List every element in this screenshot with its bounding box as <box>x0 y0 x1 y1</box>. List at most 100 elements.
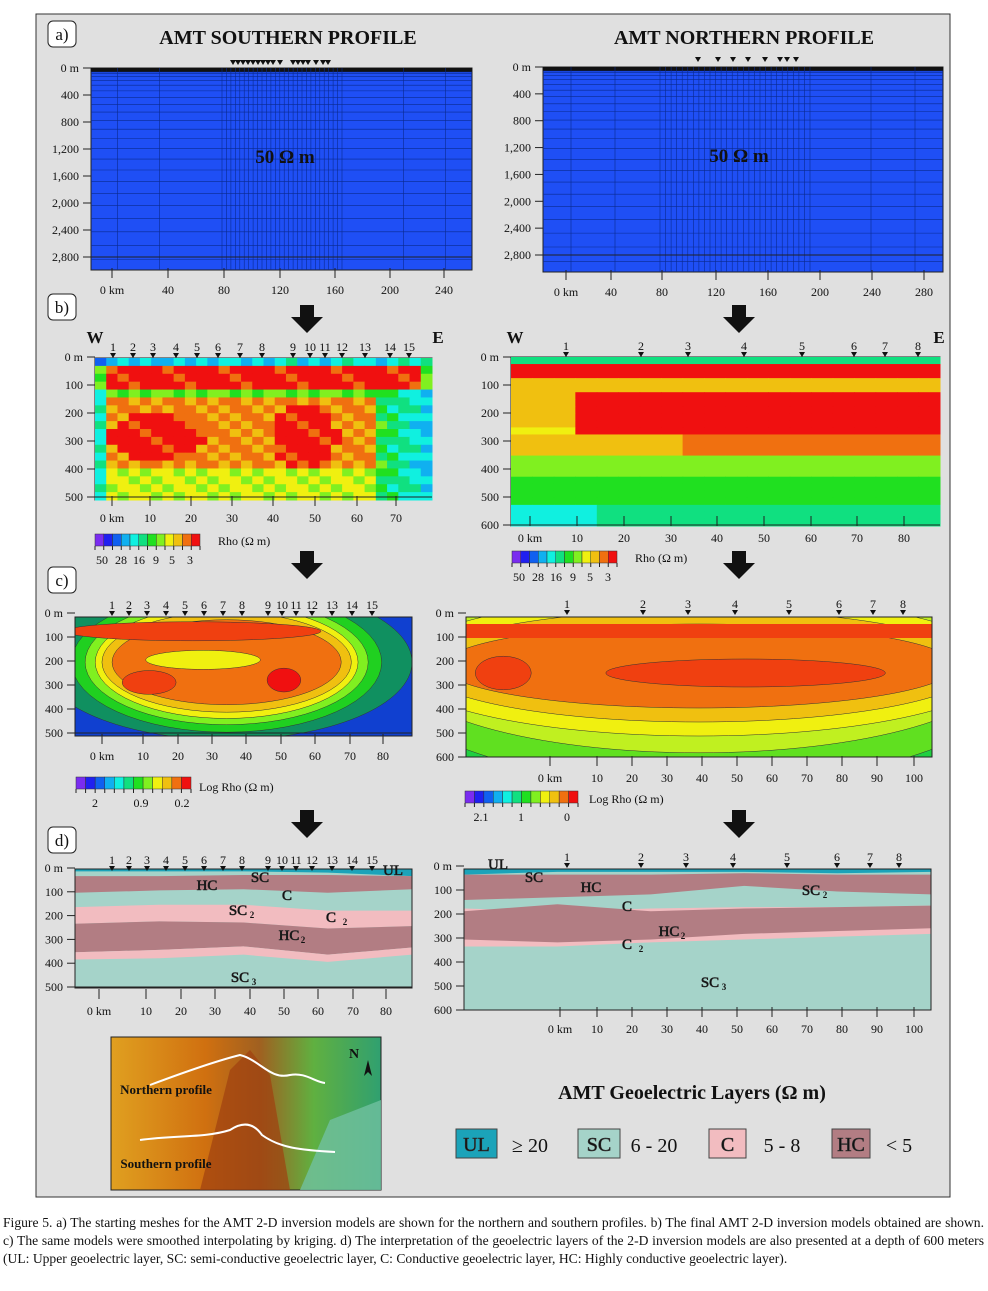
model-cell <box>639 497 662 506</box>
model-cell <box>139 358 152 367</box>
depth-tick-label: 1,600 <box>52 169 79 183</box>
model-cell <box>173 476 186 485</box>
model-cell <box>854 441 877 450</box>
model-cell <box>173 413 186 422</box>
model-cell <box>375 405 388 414</box>
colorbar-tick-label: 28 <box>532 570 544 584</box>
station-marker-icon <box>362 353 368 358</box>
model-cell <box>682 504 705 513</box>
model-cell <box>330 436 343 446</box>
station-marker-icon <box>369 866 375 871</box>
km-tick-label: 60 <box>351 511 363 525</box>
model-cell <box>319 444 332 454</box>
model-cell <box>151 476 163 485</box>
model-cell <box>252 421 264 430</box>
model-cell <box>398 444 411 454</box>
model-cell <box>639 504 662 513</box>
model-cell <box>832 399 855 407</box>
km-tick-label: 0 km <box>90 749 115 763</box>
model-cell <box>106 373 118 383</box>
station-label: 7 <box>882 339 888 353</box>
station-label: 10 <box>276 853 288 867</box>
sc2-label: SC <box>802 883 820 899</box>
model-cell <box>398 460 411 469</box>
station-marker-icon <box>896 863 902 868</box>
model-cell <box>682 469 705 478</box>
depth-tick-label: 400 <box>45 702 63 716</box>
model-cell <box>832 504 855 513</box>
depth-tick-label: 2,800 <box>504 248 531 262</box>
model-cell <box>875 392 898 400</box>
station-marker-icon <box>201 866 207 871</box>
model-cell <box>682 364 705 372</box>
model-cell <box>375 460 388 469</box>
model-cell <box>682 399 705 407</box>
model-cell <box>196 405 208 414</box>
layer-subscript: 2 <box>250 910 255 920</box>
model-cell <box>553 462 576 471</box>
model-cell <box>918 364 941 372</box>
model-cell <box>789 392 812 400</box>
model-cell <box>117 421 130 430</box>
down-arrow-icon <box>723 810 755 838</box>
model-cell <box>297 373 309 383</box>
km-tick-label: 20 <box>175 1004 187 1018</box>
model-cell <box>768 504 791 513</box>
model-cell <box>854 483 877 492</box>
model-cell <box>832 413 855 421</box>
model-cell <box>151 484 163 493</box>
model-cell <box>854 413 877 421</box>
model-cell <box>409 373 422 383</box>
colorbar-swatch <box>464 790 475 804</box>
southern-kriged-model <box>75 617 412 736</box>
model-cell <box>420 421 433 430</box>
model-cell <box>173 468 186 477</box>
model-cell <box>875 497 898 506</box>
model-cell <box>789 441 812 450</box>
model-cell <box>95 476 107 485</box>
model-cell <box>218 460 231 469</box>
model-cell <box>532 399 555 407</box>
km-tick-label: 280 <box>915 285 933 299</box>
station-label: 10 <box>304 340 316 354</box>
station-label: 7 <box>870 597 876 611</box>
model-cell <box>875 469 898 478</box>
model-cell <box>387 444 399 454</box>
model-cell <box>575 413 598 421</box>
model-cell <box>95 452 107 462</box>
model-cell <box>575 462 598 471</box>
km-tick-label: 90 <box>871 1022 883 1036</box>
southern-mesh-resistivity: 50 Ω m <box>255 147 315 168</box>
model-cell <box>263 397 276 406</box>
model-cell <box>139 460 152 469</box>
model-cell <box>768 385 791 393</box>
model-cell <box>596 371 619 379</box>
model-cell <box>398 405 411 414</box>
model-cell <box>725 483 748 492</box>
model-cell <box>117 436 130 446</box>
model-cell <box>398 397 411 406</box>
model-cell <box>375 429 388 438</box>
model-cell <box>875 483 898 492</box>
model-cell <box>789 504 812 513</box>
station-marker-icon <box>730 863 736 868</box>
model-cell <box>704 448 726 457</box>
depth-tick-label: 2,400 <box>52 223 79 237</box>
model-cell <box>789 406 812 414</box>
layer-subscript: 2 <box>823 890 828 900</box>
model-cell <box>875 490 898 499</box>
model-cell <box>398 429 411 438</box>
station-label: 3 <box>683 850 689 864</box>
model-cell <box>704 420 726 428</box>
layer-subscript: 3 <box>252 977 257 987</box>
depth-tick-label: 800 <box>513 114 531 128</box>
figure-caption: Figure 5. a) The starting meshes for the… <box>3 1215 984 1267</box>
model-cell <box>229 405 242 414</box>
station-marker-icon <box>239 611 245 616</box>
model-cell <box>704 490 726 499</box>
colorbar-swatch <box>474 790 485 804</box>
model-cell <box>229 452 242 462</box>
colorbar-title: Rho (Ω m) <box>635 551 687 565</box>
station-label: 8 <box>239 853 245 867</box>
model-cell <box>229 444 242 454</box>
